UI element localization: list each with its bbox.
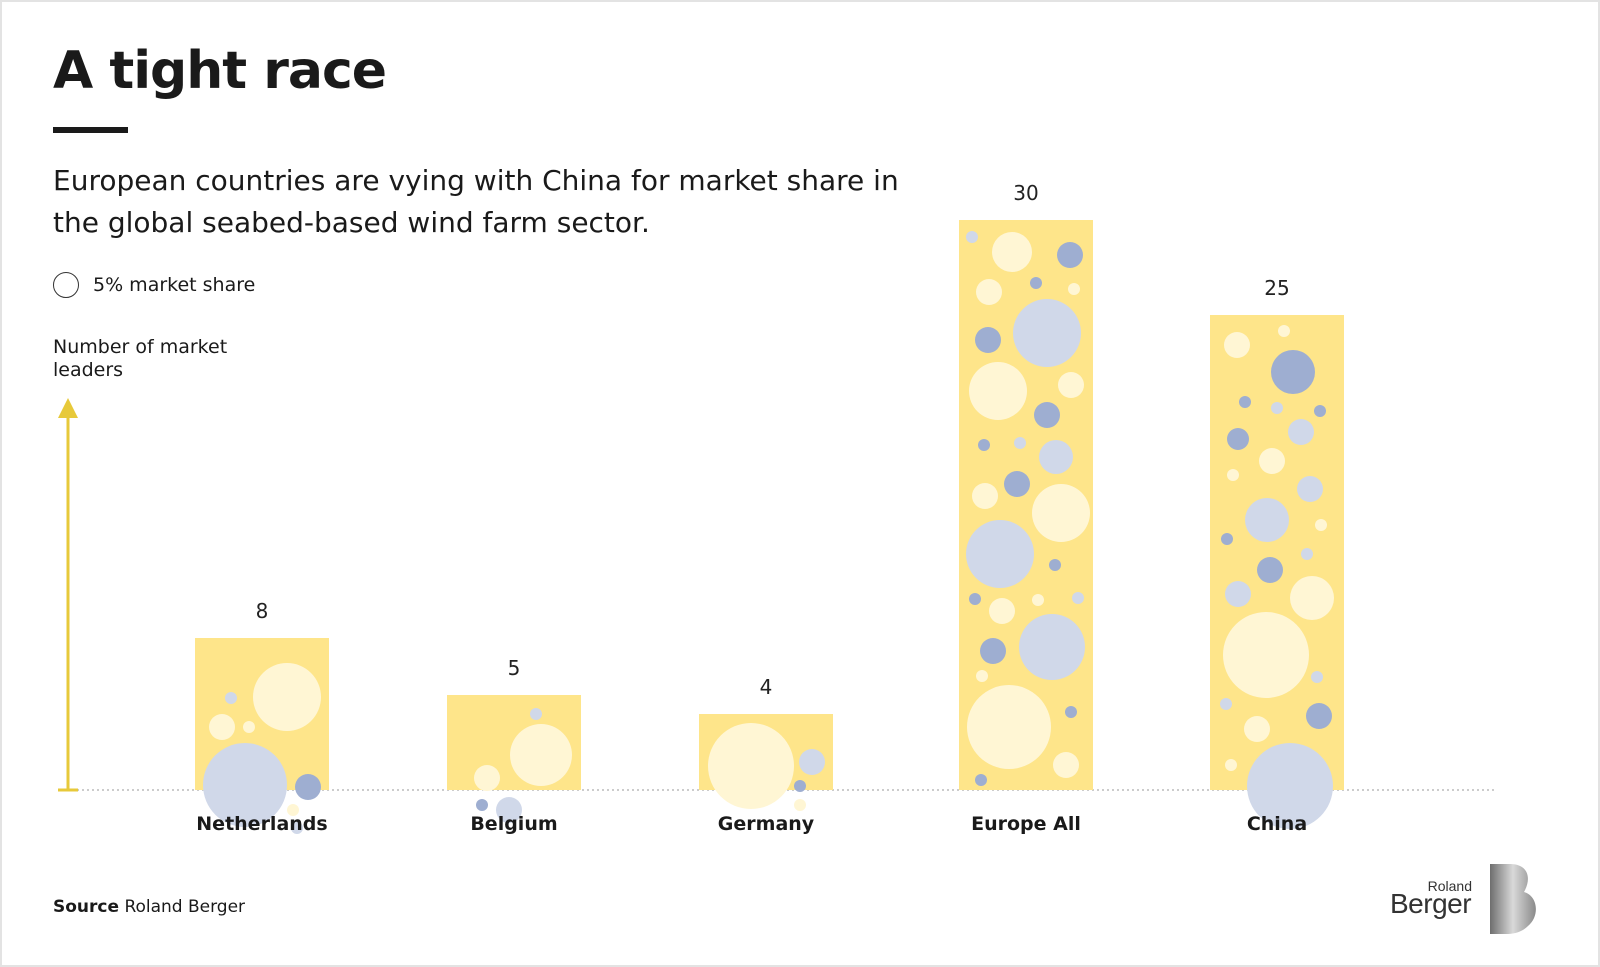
bar-bubble (975, 327, 1001, 353)
bar-bubble (1306, 703, 1332, 729)
bar-bubble (1221, 533, 1233, 545)
bar-bubble (966, 231, 978, 243)
bar-bubble (989, 598, 1015, 624)
bar-bubble (295, 774, 321, 800)
bar-bubble (1244, 716, 1270, 742)
bar-bubble (1297, 476, 1323, 502)
bar-bubble (1278, 325, 1290, 337)
bar-bubble (1225, 759, 1237, 771)
title-underline (53, 127, 128, 133)
bar-bubble (1301, 548, 1313, 560)
bar-bubble (1227, 469, 1239, 481)
bar-bubble (225, 692, 237, 704)
bar-bubble (1065, 706, 1077, 718)
bar-bubble (966, 520, 1034, 588)
legend-label: 5% market share (93, 274, 256, 296)
bar-bubble (1288, 419, 1314, 445)
bar-value-label: 25 (1264, 276, 1289, 300)
bar-bubble (1013, 299, 1081, 367)
bar-bubble (1247, 743, 1333, 829)
bar-bubble (1257, 557, 1283, 583)
bar-bubble (1058, 372, 1084, 398)
bar-bubble (474, 765, 500, 791)
roland-berger-logo: Roland Berger (1390, 864, 1540, 934)
bar-bubble (967, 685, 1051, 769)
bar-bubble (1072, 592, 1084, 604)
legend: 5% market share (53, 272, 255, 298)
bar-value-label: 8 (256, 599, 269, 623)
bar-bubble (209, 714, 235, 740)
bar-bubble (1315, 519, 1327, 531)
bar-bubble (794, 780, 806, 792)
bar-bubble (992, 232, 1032, 272)
bar-bubble (243, 721, 255, 733)
bar-bubble (1314, 405, 1326, 417)
bar-bubble (1220, 698, 1232, 710)
bar-bubble (1034, 402, 1060, 428)
bar-bubble (1057, 242, 1083, 268)
bar-bubble (1068, 283, 1080, 295)
chart-title: A tight race (53, 41, 387, 101)
bar-value-label: 4 (760, 675, 773, 699)
bar-bubble (291, 822, 303, 834)
bar-bubble (1014, 437, 1026, 449)
bar-bubble (253, 663, 321, 731)
bar-bubble (1032, 484, 1090, 542)
bar-bubble (1030, 277, 1042, 289)
bar-bubble (976, 670, 988, 682)
bar-bubble (1224, 332, 1250, 358)
bar-bubble (1039, 440, 1073, 474)
bar-bubble (1311, 671, 1323, 683)
bar-bubble (1245, 498, 1289, 542)
bar-value-label: 30 (1013, 181, 1038, 205)
bar-bubble (1227, 428, 1249, 450)
bar-bubble (1259, 448, 1285, 474)
category-label: Netherlands (196, 813, 327, 835)
bar-bubble (510, 724, 572, 786)
logo-text-big: Berger (1390, 888, 1472, 919)
category-label: China (1247, 813, 1307, 835)
bar-bubble (969, 362, 1027, 420)
category-label: Belgium (470, 813, 557, 835)
bar-bubble (1053, 752, 1079, 778)
bar-bubble (978, 439, 990, 451)
bar-bubble (203, 743, 287, 827)
bar-bubble (972, 483, 998, 509)
bar-bubble (1032, 594, 1044, 606)
bar-bubble (1271, 402, 1283, 414)
source-text: Roland Berger (124, 897, 246, 917)
bar-bubble (708, 723, 794, 809)
bar-bubble (287, 804, 299, 816)
bar-bubble (1004, 471, 1030, 497)
bar-bubble (1019, 614, 1085, 680)
chart-subtitle: European countries are vying with China … (53, 164, 899, 239)
bar-bubble (975, 774, 987, 786)
logo-b-icon (1490, 864, 1536, 934)
category-label: Germany (718, 813, 815, 835)
bar-bubble (1290, 576, 1334, 620)
y-axis-arrowhead (58, 398, 78, 418)
bar-bubble (799, 749, 825, 775)
bar-bubble (1223, 612, 1309, 698)
bar-bubble (976, 279, 1002, 305)
bar-bubble (1271, 350, 1315, 394)
bar-bubble (969, 593, 981, 605)
bar-bubble (1049, 559, 1061, 571)
source-note: Source Roland Berger (53, 897, 245, 917)
legend-circle-icon (53, 272, 79, 298)
bar-bubble (794, 799, 806, 811)
bar-value-label: 5 (508, 656, 521, 680)
y-axis-label: Number of market leaders (53, 336, 228, 381)
bar-bubble (1225, 581, 1251, 607)
bar-bubble (980, 638, 1006, 664)
bar-bubble (530, 708, 542, 720)
source-prefix: Source (53, 897, 120, 917)
bar-bubble (476, 799, 488, 811)
bar-bubble (496, 797, 522, 823)
logo-text-small: Roland (1427, 878, 1472, 894)
bar-bubble (1239, 396, 1251, 408)
category-label: Europe All (971, 813, 1081, 835)
